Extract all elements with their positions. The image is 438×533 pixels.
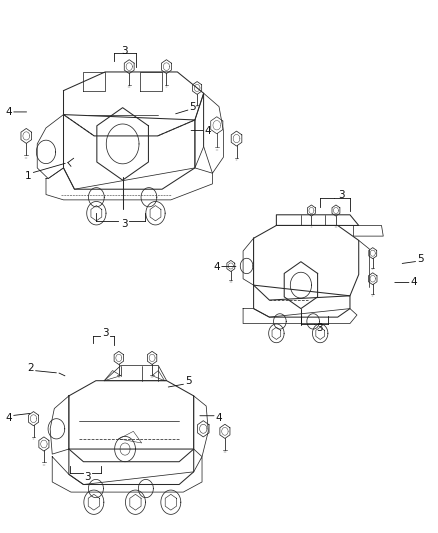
Text: 5: 5 [189,102,196,111]
Text: 5: 5 [417,254,424,263]
Text: 3: 3 [102,328,109,338]
Text: 4: 4 [5,107,12,117]
Text: 4: 4 [5,414,12,423]
Text: 3: 3 [338,190,345,199]
Text: 3: 3 [316,323,323,333]
Text: 5: 5 [185,376,192,386]
Text: 3: 3 [121,219,128,229]
Text: 4: 4 [410,278,417,287]
Text: 3: 3 [84,472,91,482]
Text: 2: 2 [27,363,34,373]
Text: 3: 3 [121,46,128,55]
Text: 4: 4 [205,126,212,135]
Text: 1: 1 [25,171,32,181]
Text: 4: 4 [215,414,223,423]
Text: 4: 4 [213,262,220,271]
